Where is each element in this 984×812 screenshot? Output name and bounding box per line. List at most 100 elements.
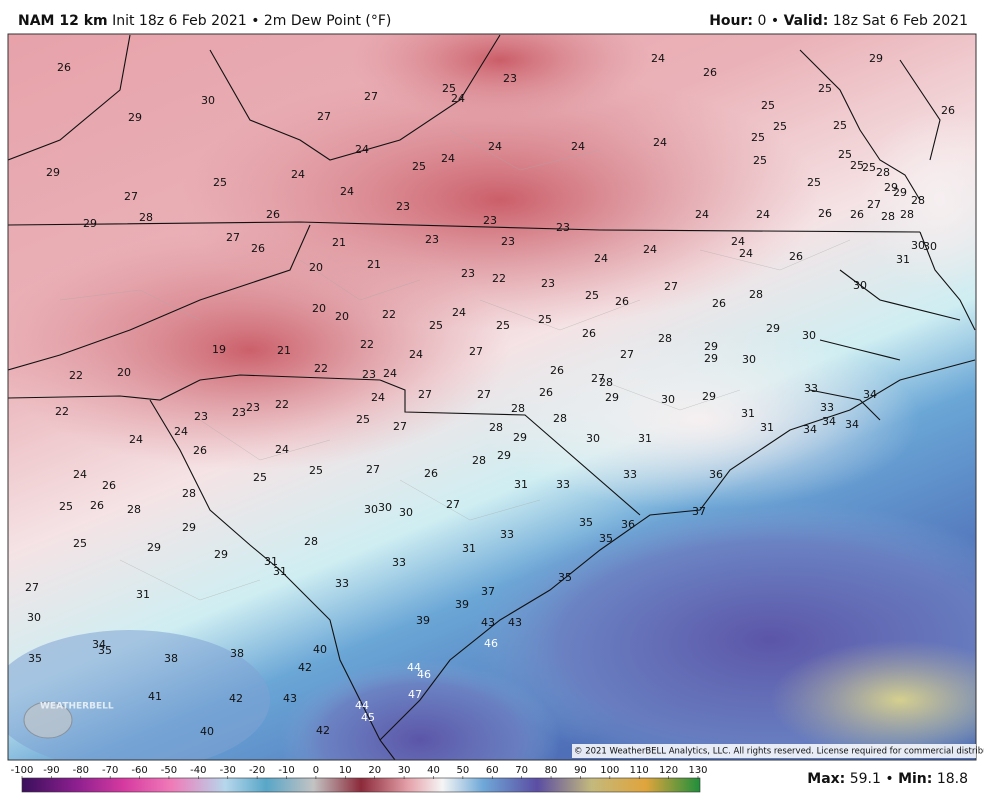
station-value: 26 xyxy=(850,208,864,221)
station-value: 22 xyxy=(275,398,289,411)
station-value: 34 xyxy=(822,415,836,428)
station-value: 28 xyxy=(876,166,890,179)
station-value: 33 xyxy=(623,468,637,481)
station-value: 21 xyxy=(332,236,346,249)
field-white xyxy=(480,330,920,510)
station-value: 25 xyxy=(838,148,852,161)
sounds-coast xyxy=(809,269,961,421)
station-value: 36 xyxy=(621,518,635,531)
colorbar-tick-label: -80 xyxy=(73,765,89,776)
station-value: 30 xyxy=(27,611,41,624)
station-value: 35 xyxy=(28,652,42,665)
station-value: 29 xyxy=(704,352,718,365)
station-value: 29 xyxy=(702,390,716,403)
station-value: 29 xyxy=(605,391,619,404)
station-value: 28 xyxy=(749,288,763,301)
station-value: 30 xyxy=(923,240,937,253)
county-lines xyxy=(59,129,851,601)
field-red xyxy=(180,70,820,330)
station-value: 24 xyxy=(488,140,502,153)
field-blue xyxy=(280,660,560,760)
station-value: 28 xyxy=(881,210,895,223)
station-value: 29 xyxy=(884,181,898,194)
colorbar-tick-label: 100 xyxy=(600,765,619,776)
min-value: 18.8 xyxy=(937,771,968,787)
station-value: 25 xyxy=(850,159,864,172)
colorbar-tick-label: -20 xyxy=(249,765,265,776)
station-value: 24 xyxy=(129,433,143,446)
station-value: 25 xyxy=(753,154,767,167)
colorbar xyxy=(21,777,701,793)
station-value: 22 xyxy=(314,362,328,375)
logo-globe xyxy=(23,701,73,739)
station-value: 29 xyxy=(147,541,161,554)
station-value: 35 xyxy=(558,571,572,584)
station-value: 35 xyxy=(579,516,593,529)
station-value: 34 xyxy=(845,418,859,431)
station-value: 24 xyxy=(73,468,87,481)
station-value: 30 xyxy=(802,329,816,342)
station-value: 24 xyxy=(653,136,667,149)
station-value: 24 xyxy=(441,152,455,165)
station-value: 22 xyxy=(69,369,83,382)
station-value: 26 xyxy=(550,364,564,377)
model-name: NAM 12 km xyxy=(18,13,108,29)
colorbar-ticks: -100 -90 -80 -70 -60 -50 -40 -30 -20 -10 0 10 20 30 40… xyxy=(11,765,708,779)
station-value: 28 xyxy=(489,421,503,434)
station-value: 25 xyxy=(442,82,456,95)
station-value: 23 xyxy=(425,233,439,246)
station-value: 24 xyxy=(756,208,770,221)
station-value: 24 xyxy=(739,247,753,260)
station-value: 26 xyxy=(251,242,265,255)
station-value: 30 xyxy=(661,393,675,406)
colorbar-tick-label: 70 xyxy=(515,765,528,776)
station-value: 27 xyxy=(664,280,678,293)
station-value: 42 xyxy=(298,661,312,674)
chesapeake-coast xyxy=(799,49,941,201)
station-value: 30 xyxy=(742,353,756,366)
station-value: 34 xyxy=(92,638,106,651)
station-value: 42 xyxy=(229,692,243,705)
state-border-tn xyxy=(8,224,311,371)
station-value: 31 xyxy=(136,588,150,601)
colorbar-tick-label: 40 xyxy=(427,765,440,776)
max-min: Max: 59.1 • Min: 18.8 xyxy=(807,771,968,787)
station-value: 28 xyxy=(472,454,486,467)
station-value: 28 xyxy=(511,402,525,415)
state-border-va-nc xyxy=(8,221,921,233)
station-value: 26 xyxy=(703,66,717,79)
station-value: 37 xyxy=(481,585,495,598)
station-value: 25 xyxy=(73,537,87,550)
colorbar-tick-label: 20 xyxy=(368,765,381,776)
station-value: 46 xyxy=(484,637,498,650)
station-value: 24 xyxy=(695,208,709,221)
header-valid: Hour: 0 • Valid: 18z Sat 6 Feb 2021 xyxy=(709,13,968,29)
station-value: 23 xyxy=(461,267,475,280)
station-value: 19 xyxy=(212,343,226,356)
station-value: 33 xyxy=(556,478,570,491)
station-value: 25 xyxy=(818,82,832,95)
station-value: 24 xyxy=(451,92,465,105)
station-value: 25 xyxy=(538,313,552,326)
colorbar-tick-label: -90 xyxy=(43,765,59,776)
logo: WEATHERBELL xyxy=(23,701,114,739)
station-value: 29 xyxy=(128,111,142,124)
station-value: 33 xyxy=(392,556,406,569)
station-value: 24 xyxy=(355,143,369,156)
station-value: 28 xyxy=(900,208,914,221)
station-value: 27 xyxy=(366,463,380,476)
station-value: 29 xyxy=(497,449,511,462)
station-value: 25 xyxy=(807,176,821,189)
colorbar-tick-label: 60 xyxy=(486,765,499,776)
station-value: 26 xyxy=(789,250,803,263)
station-value: 27 xyxy=(469,345,483,358)
station-value: 22 xyxy=(382,308,396,321)
station-value: 21 xyxy=(277,344,291,357)
station-value: 31 xyxy=(273,565,287,578)
station-value: 46 xyxy=(417,668,431,681)
station-value: 27 xyxy=(477,388,491,401)
station-value: 24 xyxy=(643,243,657,256)
colorbar-tick-label: 30 xyxy=(398,765,411,776)
